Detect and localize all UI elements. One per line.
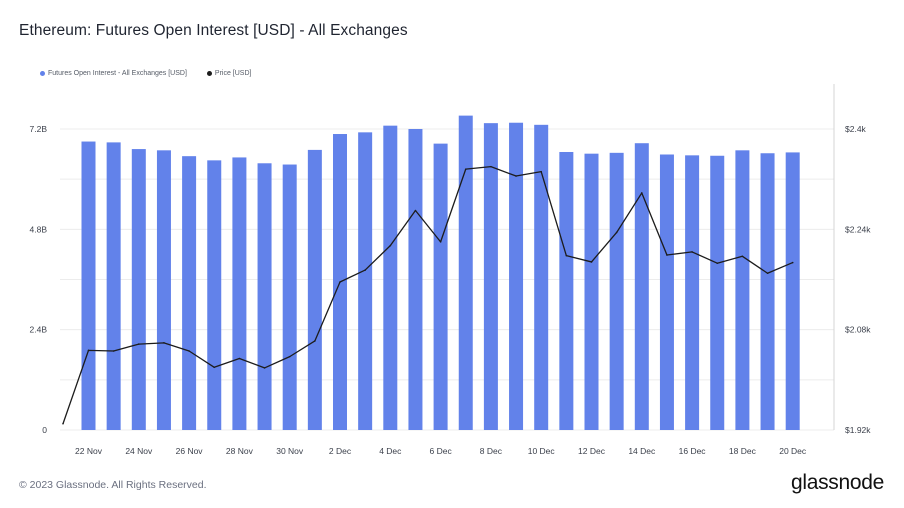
bar-open-interest[interactable] bbox=[383, 125, 398, 430]
x-axis-tick-label: 4 Dec bbox=[379, 446, 402, 456]
x-axis-tick-label: 26 Nov bbox=[176, 446, 204, 456]
left-axis-tick-label: 2.4B bbox=[30, 325, 48, 335]
price-point[interactable] bbox=[464, 168, 467, 170]
x-axis-tick-label: 12 Dec bbox=[578, 446, 606, 456]
bar-open-interest[interactable] bbox=[634, 143, 649, 430]
price-point[interactable] bbox=[339, 281, 341, 283]
bar-open-interest[interactable] bbox=[458, 115, 473, 431]
legend-item-price[interactable]: Price [USD] bbox=[206, 70, 252, 77]
price-point[interactable] bbox=[364, 269, 366, 271]
price-point[interactable] bbox=[641, 192, 643, 194]
axes: 0 2.4B 4.8B 7.2B $1.92k $2.08k $2.24k $2.4k 22 N… bbox=[30, 84, 871, 456]
bar-open-interest[interactable] bbox=[207, 160, 222, 430]
price-point[interactable] bbox=[138, 343, 140, 345]
x-axis-tick-label: 6 Dec bbox=[429, 446, 452, 456]
x-axis-tick-label: 20 Dec bbox=[779, 446, 807, 456]
price-point[interactable] bbox=[515, 175, 517, 177]
bar-open-interest[interactable] bbox=[785, 152, 800, 430]
price-point[interactable] bbox=[565, 254, 568, 257]
bar-open-interest[interactable] bbox=[408, 129, 423, 430]
price-point[interactable] bbox=[439, 241, 442, 243]
bar-open-interest[interactable] bbox=[534, 124, 549, 430]
right-axis-tick-label: $2.08k bbox=[845, 325, 871, 335]
price-point[interactable] bbox=[263, 367, 266, 369]
x-axis-tick-label: 30 Nov bbox=[276, 446, 304, 456]
price-point[interactable] bbox=[62, 422, 64, 425]
chart-legend: Futures Open Interest - All Exchanges [U… bbox=[40, 70, 271, 77]
glassnode-logo[interactable]: glassnode bbox=[790, 471, 884, 494]
x-axis-tick-label: 2 Dec bbox=[329, 446, 352, 456]
x-axis-tick-label: 22 Nov bbox=[75, 446, 103, 456]
bar-open-interest[interactable] bbox=[358, 132, 373, 430]
price-point[interactable] bbox=[766, 272, 769, 275]
bar-open-interest[interactable] bbox=[685, 155, 700, 430]
bar-open-interest[interactable] bbox=[156, 150, 171, 430]
x-axis-tick-label: 28 Nov bbox=[226, 446, 254, 456]
bar-open-interest[interactable] bbox=[81, 141, 96, 431]
price-point[interactable] bbox=[666, 254, 668, 256]
price-point[interactable] bbox=[414, 209, 417, 212]
bar-open-interest[interactable] bbox=[760, 153, 775, 430]
legend-dot-price bbox=[206, 71, 212, 76]
price-line-series bbox=[62, 165, 794, 425]
price-point[interactable] bbox=[716, 262, 719, 265]
bar-open-interest[interactable] bbox=[584, 153, 599, 431]
bar-open-interest[interactable] bbox=[509, 122, 524, 430]
right-axis-tick-label: $2.4k bbox=[845, 124, 867, 134]
price-point[interactable] bbox=[112, 350, 115, 352]
x-axis-tick-label: 10 Dec bbox=[528, 446, 556, 456]
bar-open-interest[interactable] bbox=[232, 157, 247, 430]
legend-item-open-interest[interactable]: Futures Open Interest - All Exchanges [U… bbox=[40, 70, 187, 77]
bar-open-interest[interactable] bbox=[735, 150, 750, 430]
bar-open-interest[interactable] bbox=[433, 143, 448, 430]
price-point[interactable] bbox=[188, 350, 190, 352]
left-axis-tick-label: 0 bbox=[42, 425, 47, 435]
price-point[interactable] bbox=[615, 231, 618, 234]
bar-open-interest[interactable] bbox=[282, 164, 297, 430]
x-axis-tick-label: 24 Nov bbox=[125, 446, 153, 456]
bar-open-interest[interactable] bbox=[609, 152, 624, 430]
price-point[interactable] bbox=[389, 244, 392, 247]
bar-open-interest[interactable] bbox=[559, 151, 574, 431]
bar-series bbox=[81, 115, 800, 431]
x-axis-tick-label: 18 Dec bbox=[729, 446, 757, 456]
price-point[interactable] bbox=[288, 355, 291, 358]
bar-open-interest[interactable] bbox=[257, 163, 272, 430]
price-point[interactable] bbox=[590, 261, 593, 263]
bar-open-interest[interactable] bbox=[710, 155, 725, 430]
x-axis-tick-label: 16 Dec bbox=[679, 446, 707, 456]
bar-open-interest[interactable] bbox=[307, 149, 322, 430]
legend-label-price: Price [USD] bbox=[214, 70, 252, 77]
left-axis-tick-label: 4.8B bbox=[30, 224, 48, 234]
price-point[interactable] bbox=[540, 170, 542, 173]
chart-title: Ethereum: Futures Open Interest [USD] - … bbox=[19, 22, 408, 39]
price-point[interactable] bbox=[87, 349, 90, 352]
price-point[interactable] bbox=[314, 340, 316, 342]
price-point[interactable] bbox=[741, 255, 744, 258]
x-axis-tick-label: 14 Dec bbox=[628, 446, 656, 456]
price-point[interactable] bbox=[238, 357, 241, 360]
bar-open-interest[interactable] bbox=[659, 154, 674, 431]
legend-label-open-interest: Futures Open Interest - All Exchanges [U… bbox=[48, 70, 187, 77]
bar-open-interest[interactable] bbox=[182, 156, 197, 431]
price-point[interactable] bbox=[691, 251, 693, 253]
bar-open-interest[interactable] bbox=[131, 149, 146, 430]
price-point[interactable] bbox=[163, 342, 165, 344]
price-point[interactable] bbox=[490, 165, 492, 168]
bar-open-interest[interactable] bbox=[483, 123, 498, 431]
bar-open-interest[interactable] bbox=[106, 142, 121, 430]
legend-dot-open-interest bbox=[40, 71, 45, 76]
price-point[interactable] bbox=[213, 366, 216, 369]
right-axis-tick-label: $2.24k bbox=[845, 224, 871, 234]
price-line[interactable] bbox=[62, 165, 793, 424]
left-axis-tick-label: 7.2B bbox=[30, 124, 48, 134]
right-axis-tick-label: $1.92k bbox=[845, 425, 871, 435]
x-axis-tick-label: 8 Dec bbox=[480, 446, 503, 456]
price-point[interactable] bbox=[791, 261, 794, 264]
copyright-text: © 2023 Glassnode. All Rights Reserved. bbox=[19, 479, 207, 491]
